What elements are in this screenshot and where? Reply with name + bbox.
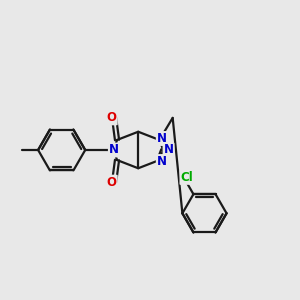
Text: O: O <box>107 176 117 189</box>
Text: N: N <box>164 143 173 157</box>
Text: O: O <box>107 111 117 124</box>
Text: N: N <box>109 143 119 157</box>
Text: N: N <box>157 132 167 145</box>
Text: N: N <box>157 155 167 168</box>
Text: Cl: Cl <box>180 171 193 184</box>
